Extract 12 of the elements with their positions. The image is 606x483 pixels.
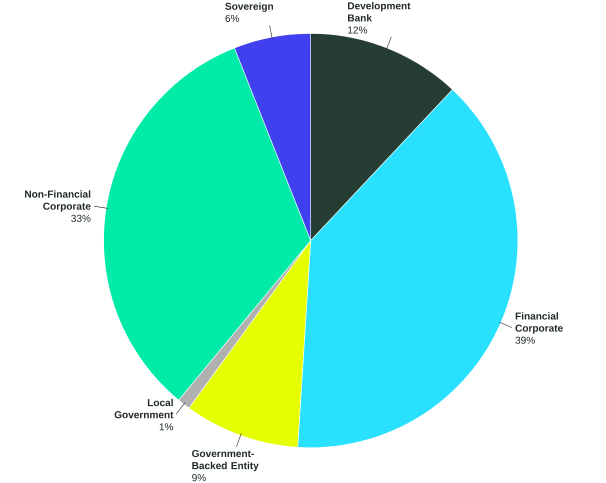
slice-label: Development Bank — [348, 2, 410, 22]
data-label: 1% — [160, 423, 174, 430]
data-label: 12% — [348, 26, 368, 34]
data-label: 33% — [71, 214, 91, 222]
slice-label: Local Government — [114, 398, 174, 418]
slice-label: Sovereign — [225, 2, 274, 12]
data-label: 6% — [225, 14, 240, 22]
data-label: 9% — [192, 474, 206, 482]
slice-label: Non-Financial Corporate — [25, 190, 91, 212]
data-label: 39% — [515, 336, 535, 344]
slice-label: Government-Backed Entity — [192, 450, 259, 472]
slice-label: Financial Corporate — [515, 312, 563, 334]
